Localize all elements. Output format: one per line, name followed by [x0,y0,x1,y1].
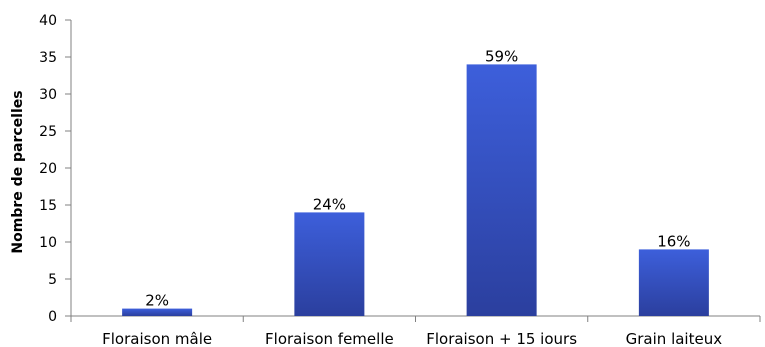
y-tick-label: 5 [48,272,57,288]
x-tick-label: Floraison + 15 iours [426,330,577,347]
x-tick-label: Floraison mâle [102,330,212,347]
y-tick-label: 15 [39,198,57,214]
y-tick-label: 30 [39,87,57,103]
data-labels: 2% 24% 59% 16% [145,47,690,309]
data-label: 59% [485,47,518,65]
bar [466,64,537,317]
y-tick-label: 20 [39,161,57,177]
data-label: 16% [657,232,690,250]
y-tick-label: 10 [39,235,57,251]
bars [122,64,709,317]
y-tick-label: 35 [39,50,57,66]
y-axis-title: Nombre de parcelles [10,90,26,253]
y-tick-label: 25 [39,124,57,140]
y-tick-label: 40 [39,13,57,29]
data-label: 2% [145,292,169,310]
x-tick-label: Floraison femelle [265,330,394,347]
bar [294,212,365,316]
bar [638,249,709,316]
x-axis: Floraison mâle Floraison femelle Floraison… [70,315,761,347]
y-tick-label: 0 [48,309,57,325]
data-label: 24% [313,195,346,213]
y-axis: 0 5 10 15 20 25 30 35 40 [39,13,72,325]
bar [122,308,193,316]
x-tick-label: Grain laiteux [626,330,723,347]
